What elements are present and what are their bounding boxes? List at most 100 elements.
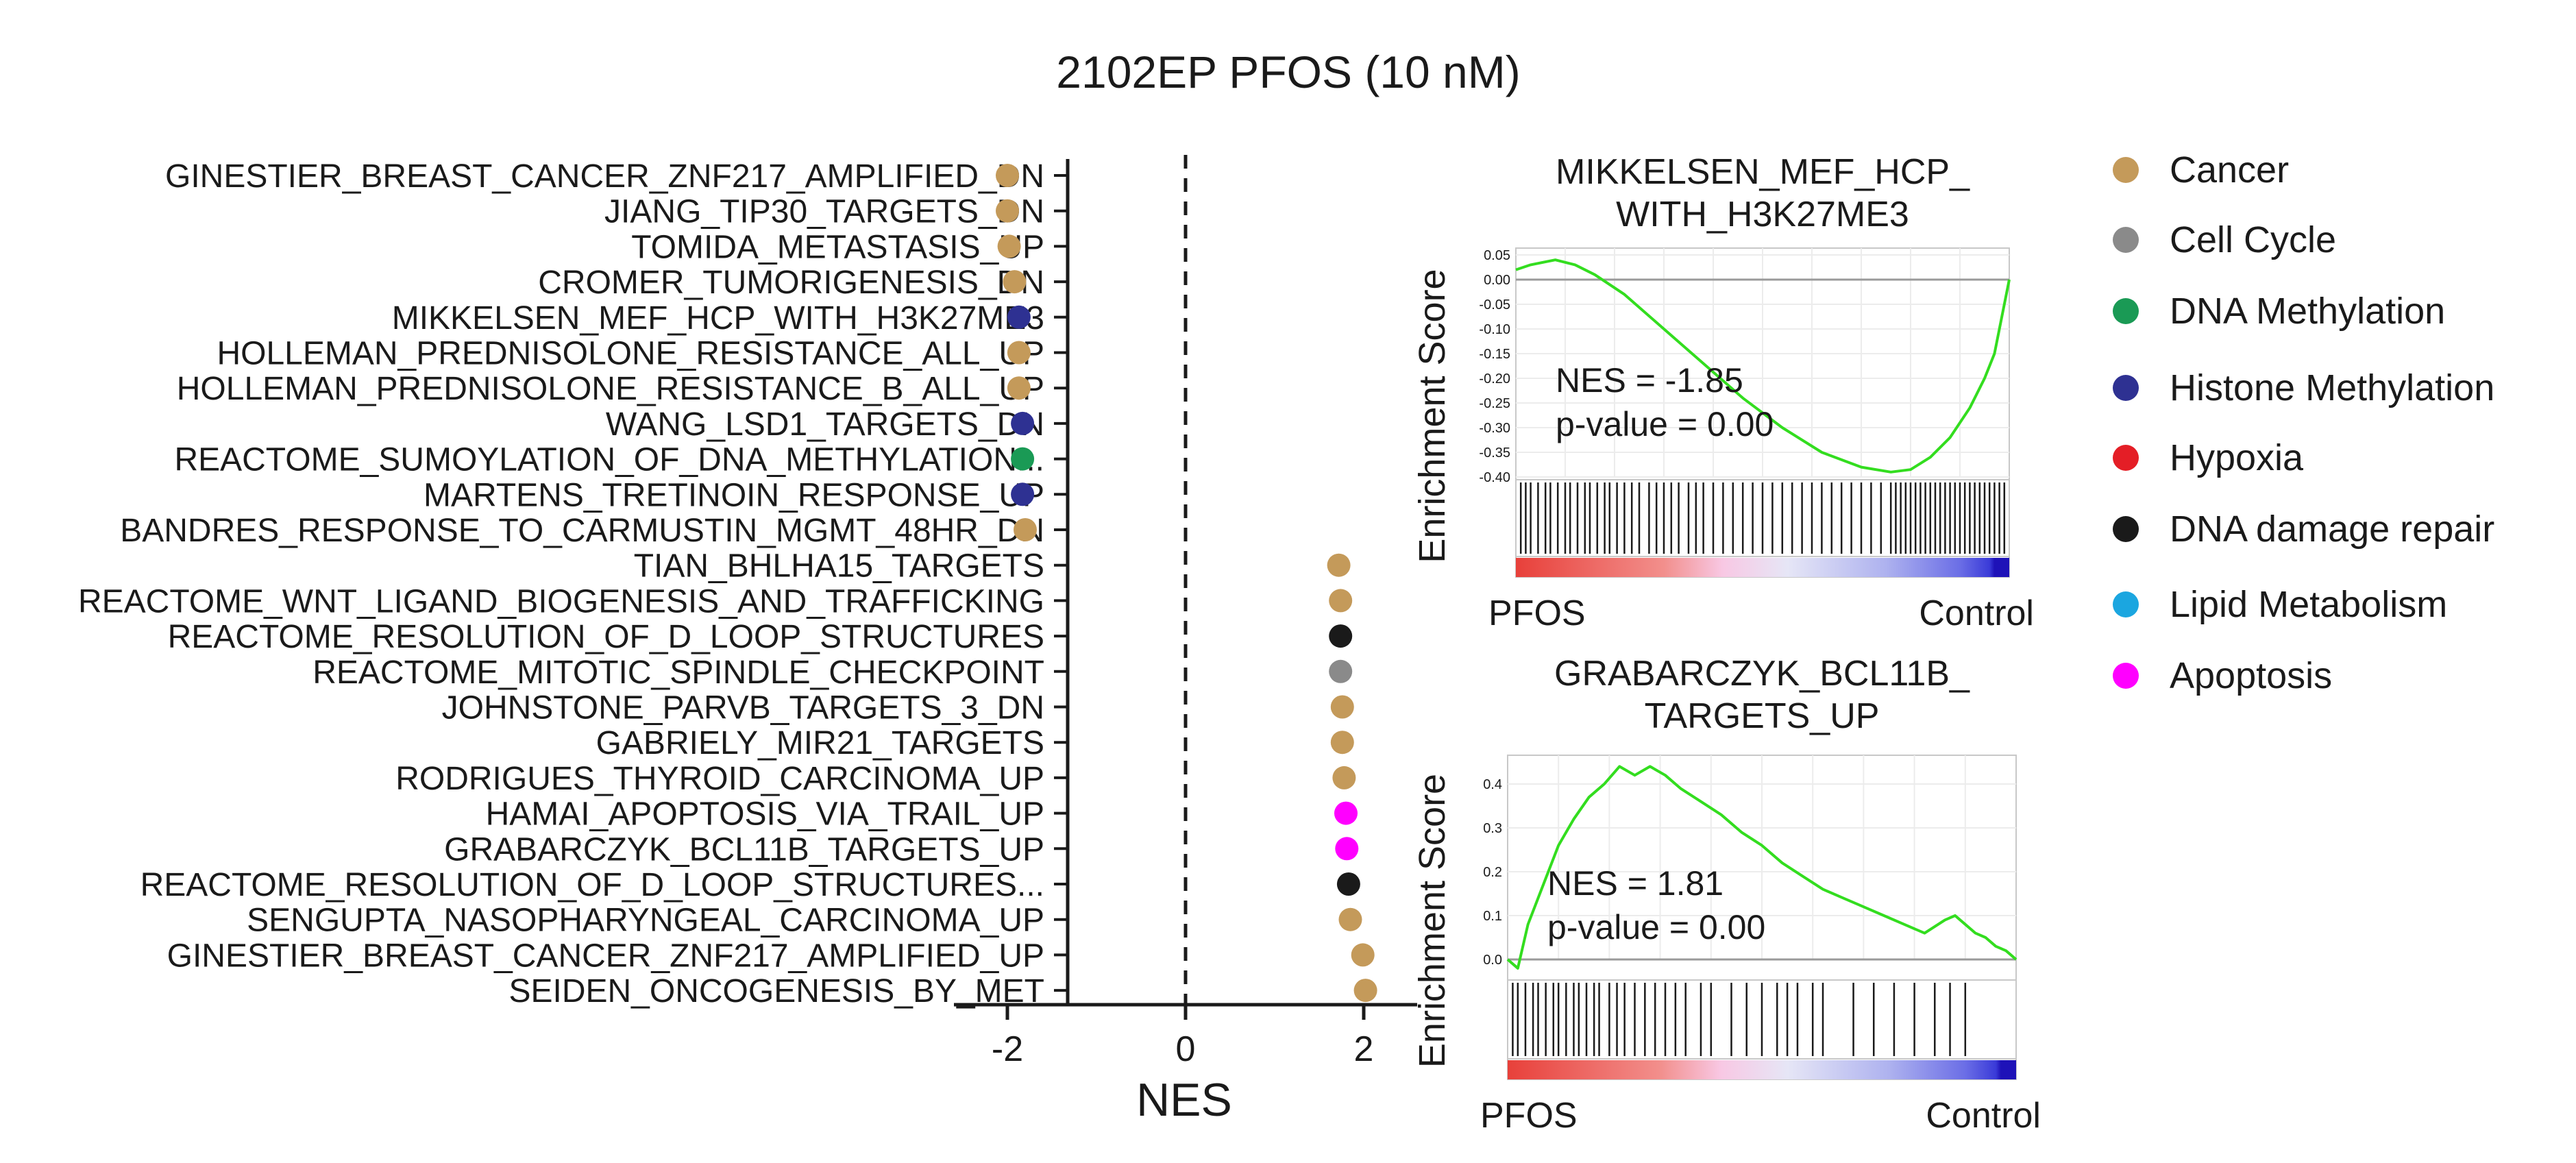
- legend-swatch: [2113, 227, 2139, 253]
- gene-set-label: BANDRES_RESPONSE_TO_CARMUSTIN_MGMT_48HR_…: [120, 513, 1044, 549]
- dotplot-xlabel: NES: [1136, 1074, 1232, 1126]
- gsea-title-line: MIKKELSEN_MEF_HCP_: [1556, 152, 1970, 192]
- gene-set-label: GINESTIER_BREAST_CANCER_ZNF217_AMPLIFIED…: [165, 158, 1044, 195]
- gene-set-label: MIKKELSEN_MEF_HCP_WITH_H3K27ME3: [392, 300, 1044, 336]
- x-tick-label: 0: [1176, 1029, 1196, 1069]
- legend-swatch: [2113, 298, 2139, 324]
- y-tick-label: 0.05: [1484, 248, 1510, 263]
- y-tick-label: 0.1: [1483, 909, 1502, 924]
- gsea-title-line: GRABARCZYK_BCL11B_: [1554, 654, 1970, 694]
- y-tick-label: 0.00: [1484, 273, 1510, 288]
- y-tick-label: -0.40: [1479, 470, 1510, 485]
- p-value-annotation: p-value = 0.00: [1556, 405, 1774, 443]
- rank-gradient-bar: [1508, 1060, 2016, 1079]
- nes-annotation: NES = -1.85: [1556, 361, 1743, 400]
- legend-label: Cell Cycle: [2170, 219, 2336, 260]
- legend-label: DNA Methylation: [2170, 291, 2445, 332]
- gene-set-label: CROMER_TUMORIGENESIS_DN: [538, 265, 1044, 301]
- category-legend: Cancer Cell Cycle DNA Methylation Histone M…: [2113, 149, 2494, 696]
- gene-set-label: REACTOME_RESOLUTION_OF_D_LOOP_STRUCTURES: [168, 619, 1044, 655]
- nes-point: [1351, 943, 1375, 967]
- nes-point: [1011, 411, 1035, 435]
- y-tick-label: 0.2: [1483, 865, 1502, 880]
- legend-swatch: [2113, 445, 2139, 471]
- gene-set-label: HOLLEMAN_PREDNISOLONE_RESISTANCE_B_ALL_U…: [177, 371, 1044, 407]
- y-tick-label: -0.35: [1479, 445, 1510, 461]
- legend-swatch: [2113, 663, 2139, 689]
- gsea-xlabel-right: Control: [1926, 1096, 2041, 1136]
- gene-set-label: RODRIGUES_THYROID_CARCINOMA_UP: [395, 761, 1044, 797]
- nes-point: [1330, 731, 1354, 755]
- gene-set-label: SEIDEN_ONCOGENESIS_BY_MET: [508, 973, 1044, 1009]
- x-tick-label: 2: [1354, 1029, 1374, 1069]
- p-value-annotation: p-value = 0.00: [1547, 908, 1765, 946]
- y-tick-label: -0.10: [1479, 322, 1510, 337]
- gsea-xlabel-left: PFOS: [1480, 1096, 1578, 1136]
- gsea-ylabel: Enrichment Score: [1412, 774, 1453, 1068]
- gene-set-label: HOLLEMAN_PREDNISOLONE_RESISTANCE_ALL_UP: [217, 336, 1044, 372]
- gene-set-label: GRABARCZYK_BCL11B_TARGETS_UP: [444, 831, 1044, 868]
- nes-point: [1011, 447, 1035, 471]
- gsea-xlabel-right: Control: [1919, 593, 2034, 633]
- nes-point: [1332, 766, 1356, 789]
- nes-point: [1007, 305, 1031, 329]
- gene-set-label: TIAN_BHLHA15_TARGETS: [634, 548, 1044, 585]
- nes-point: [1007, 376, 1031, 400]
- gsea-plot-mikkelsen: MIKKELSEN_MEF_HCP_WITH_H3K27ME3 0.05 0.00 -…: [1412, 152, 2034, 633]
- nes-point: [996, 199, 1019, 223]
- gene-set-label: REACTOME_SUMOYLATION_OF_DNA_METHYLATION.…: [174, 442, 1044, 478]
- gene-set-label: WANG_LSD1_TARGETS_DN: [606, 406, 1044, 443]
- nes-point: [1335, 837, 1359, 861]
- nes-point: [1329, 589, 1353, 613]
- nes-point: [1007, 341, 1031, 365]
- gene-set-label: REACTOME_RESOLUTION_OF_D_LOOP_STRUCTURES…: [140, 867, 1044, 903]
- legend-label: Apoptosis: [2170, 655, 2332, 696]
- gene-set-label: REACTOME_MITOTIC_SPINDLE_CHECKPOINT: [312, 654, 1044, 691]
- nes-point: [1330, 695, 1354, 719]
- y-tick-label: -0.30: [1479, 421, 1510, 436]
- y-tick-label: -0.15: [1479, 347, 1510, 362]
- y-tick-label: 0.3: [1483, 821, 1502, 836]
- nes-point: [996, 164, 1019, 187]
- legend-swatch: [2113, 157, 2139, 183]
- y-tick-label: 0.0: [1483, 953, 1502, 968]
- gene-set-label: JOHNSTONE_PARVB_TARGETS_3_DN: [442, 690, 1044, 726]
- nes-point: [997, 234, 1021, 258]
- legend-swatch: [2113, 375, 2139, 401]
- enrichment-curve: [1515, 258, 2011, 474]
- gsea-title-line: TARGETS_UP: [1645, 696, 1880, 736]
- legend-label: DNA damage repair: [2170, 509, 2494, 550]
- legend-label: Cancer: [2170, 149, 2289, 191]
- gsea-plot-grabarczyk: GRABARCZYK_BCL11B_TARGETS_UP 0.4 0.3 0.2 0.1…: [1412, 654, 2041, 1136]
- nes-point: [1334, 801, 1358, 825]
- nes-annotation: NES = 1.81: [1547, 864, 1724, 903]
- gene-set-label: GINESTIER_BREAST_CANCER_ZNF217_AMPLIFIED…: [167, 938, 1044, 974]
- x-tick-label: -2: [992, 1029, 1023, 1069]
- gene-set-label: JIANG_TIP30_TARGETS_DN: [604, 194, 1044, 230]
- nes-point: [1011, 482, 1035, 506]
- nes-point: [1329, 659, 1353, 683]
- legend-swatch: [2113, 591, 2139, 617]
- legend-label: Histone Methylation: [2170, 367, 2494, 408]
- enrichment-curve: [1506, 765, 2017, 970]
- gene-set-label: SENGUPTA_NASOPHARYNGEAL_CARCINOMA_UP: [247, 903, 1044, 939]
- gene-set-label: MARTENS_TRETINOIN_RESPONSE_UP: [424, 477, 1044, 513]
- nes-point: [1003, 270, 1027, 294]
- gene-set-label: HAMAI_APOPTOSIS_VIA_TRAIL_UP: [486, 796, 1044, 833]
- nes-point: [1336, 872, 1360, 896]
- nes-point: [1353, 979, 1377, 1003]
- gene-set-label: REACTOME_WNT_LIGAND_BIOGENESIS_AND_TRAFF…: [78, 583, 1044, 620]
- y-tick-label: -0.20: [1479, 371, 1510, 387]
- nes-point: [1329, 624, 1353, 648]
- gsea-title-line: WITH_H3K27ME3: [1616, 195, 1909, 234]
- gene-set-label: GABRIELY_MIR21_TARGETS: [596, 725, 1044, 761]
- rank-gradient-bar: [1516, 558, 2009, 577]
- y-tick-label: -0.05: [1479, 297, 1510, 313]
- legend-swatch: [2113, 516, 2139, 542]
- figure-title: 2102EP PFOS (10 nM): [1056, 47, 1520, 97]
- gene-set-label: TOMIDA_METASTASIS_UP: [631, 229, 1044, 265]
- nes-point: [1327, 553, 1351, 577]
- legend-label: Hypoxia: [2170, 437, 2304, 478]
- nes-point: [1014, 518, 1037, 541]
